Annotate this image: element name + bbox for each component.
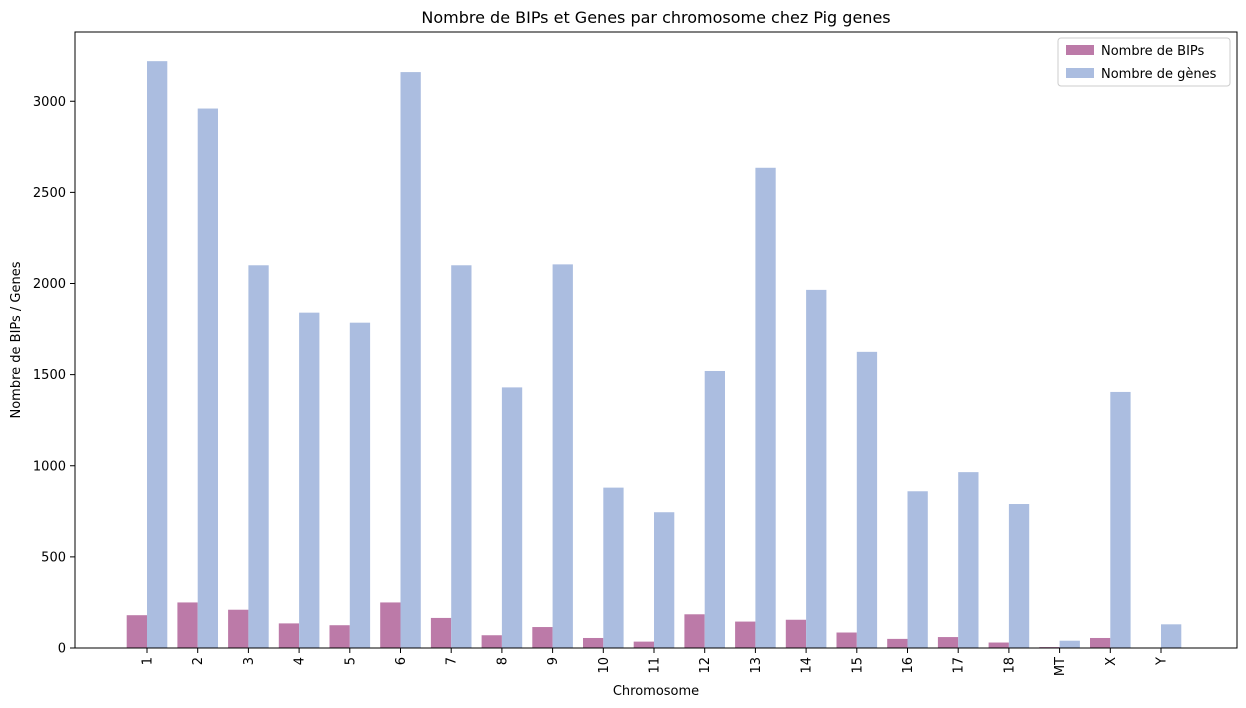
bar-bips-18 — [988, 642, 1009, 648]
bar-genes-MT — [1059, 640, 1080, 648]
legend-label-genes: Nombre de gènes — [1101, 67, 1217, 82]
x-tick-label-Y: Y — [1155, 657, 1170, 666]
bar-genes-3 — [248, 265, 269, 648]
legend-label-bips: Nombre de BIPs — [1101, 44, 1205, 59]
bar-bips-10 — [583, 637, 604, 648]
legend: Nombre de BIPs Nombre de gènes — [1057, 37, 1231, 87]
y-tick-label: 1500 — [33, 368, 66, 383]
chart-title: Nombre de BIPs et Genes par chromosome c… — [421, 8, 890, 27]
bar-genes-X — [1110, 391, 1131, 648]
y-tick-label: 1000 — [33, 459, 66, 474]
x-tick-label-11: 11 — [648, 657, 663, 674]
y-tick-label: 0 — [58, 642, 66, 657]
bar-genes-15 — [856, 351, 878, 648]
legend-swatch-bips — [1066, 45, 1094, 55]
bar-genes-17 — [958, 472, 979, 648]
bar-genes-12 — [704, 370, 725, 648]
x-tick-label-X: X — [1104, 657, 1119, 666]
x-tick-label-18: 18 — [1002, 657, 1017, 674]
bar-bips-8 — [481, 635, 502, 648]
x-tick-label-7: 7 — [445, 657, 460, 665]
bar-bips-2 — [177, 602, 198, 648]
bar-genes-7 — [451, 265, 472, 648]
y-tick-label: 2500 — [33, 186, 66, 201]
x-tick-label-MT: MT — [1053, 657, 1068, 676]
bar-bips-X — [1090, 637, 1111, 648]
x-axis: 1 2 3 4 5 6 7 8 9 10 11 12 13 14 15 16 17 18 MT X Y — [141, 648, 1170, 676]
x-tick-label-14: 14 — [800, 657, 815, 674]
x-tick-label-10: 10 — [597, 657, 612, 674]
x-tick-label-12: 12 — [698, 657, 713, 674]
x-tick-label-5: 5 — [343, 657, 358, 665]
x-tick-label-13: 13 — [749, 657, 764, 674]
x-tick-label-17: 17 — [952, 657, 967, 674]
x-tick-label-3: 3 — [242, 657, 257, 665]
x-tick-label-16: 16 — [901, 657, 916, 674]
y-tick-label: 2000 — [33, 277, 66, 292]
bar-bips-6 — [380, 602, 401, 648]
bar-genes-8 — [501, 387, 523, 648]
bar-bips-17 — [937, 637, 959, 648]
bar-genes-18 — [1008, 504, 1030, 648]
bar-bips-7 — [430, 617, 452, 648]
x-tick-label-6: 6 — [394, 657, 409, 665]
bar-bips-11 — [633, 641, 654, 648]
plot-frame — [74, 31, 1238, 649]
x-tick-label-1: 1 — [141, 657, 156, 665]
x-tick-label-15: 15 — [850, 657, 865, 674]
bar-genes-2 — [197, 108, 218, 649]
bar-genes-10 — [603, 487, 624, 648]
bar-bips-12 — [684, 614, 705, 648]
y-axis: 0 500 1000 1500 2000 2500 3000 — [33, 95, 75, 657]
bar-genes-1 — [147, 61, 168, 648]
bar-bips-4 — [278, 623, 300, 648]
bar-bips-1 — [126, 615, 147, 648]
bar-genes-9 — [552, 264, 573, 648]
bar-bips-15 — [836, 632, 857, 648]
bar-bips-5 — [329, 625, 350, 648]
bar-genes-4 — [299, 312, 320, 648]
bar-genes-16 — [907, 491, 928, 648]
bar-bips-3 — [228, 609, 249, 648]
x-tick-label-4: 4 — [293, 657, 308, 665]
bar-genes-13 — [755, 167, 776, 648]
bar-genes-6 — [400, 72, 421, 649]
x-axis-label: Chromosome — [613, 684, 699, 699]
bar-genes-Y — [1161, 624, 1182, 648]
bar-bips-16 — [887, 638, 908, 648]
y-axis-label: Nombre de BIPs / Genes — [9, 261, 24, 418]
bar-genes-14 — [806, 289, 827, 648]
y-tick-label: 500 — [41, 550, 66, 565]
x-tick-label-2: 2 — [191, 657, 206, 665]
y-tick-label: 3000 — [33, 95, 66, 110]
bar-bips-9 — [532, 627, 553, 648]
x-tick-label-9: 9 — [546, 657, 561, 665]
legend-swatch-genes — [1066, 68, 1094, 78]
bar-genes-11 — [654, 512, 675, 648]
bars-group — [126, 61, 1182, 649]
legend-box — [1057, 37, 1231, 87]
bar-genes-5 — [349, 322, 371, 648]
x-tick-label-8: 8 — [495, 657, 510, 665]
bar-bips-13 — [735, 621, 756, 648]
bar-bips-14 — [785, 619, 807, 648]
